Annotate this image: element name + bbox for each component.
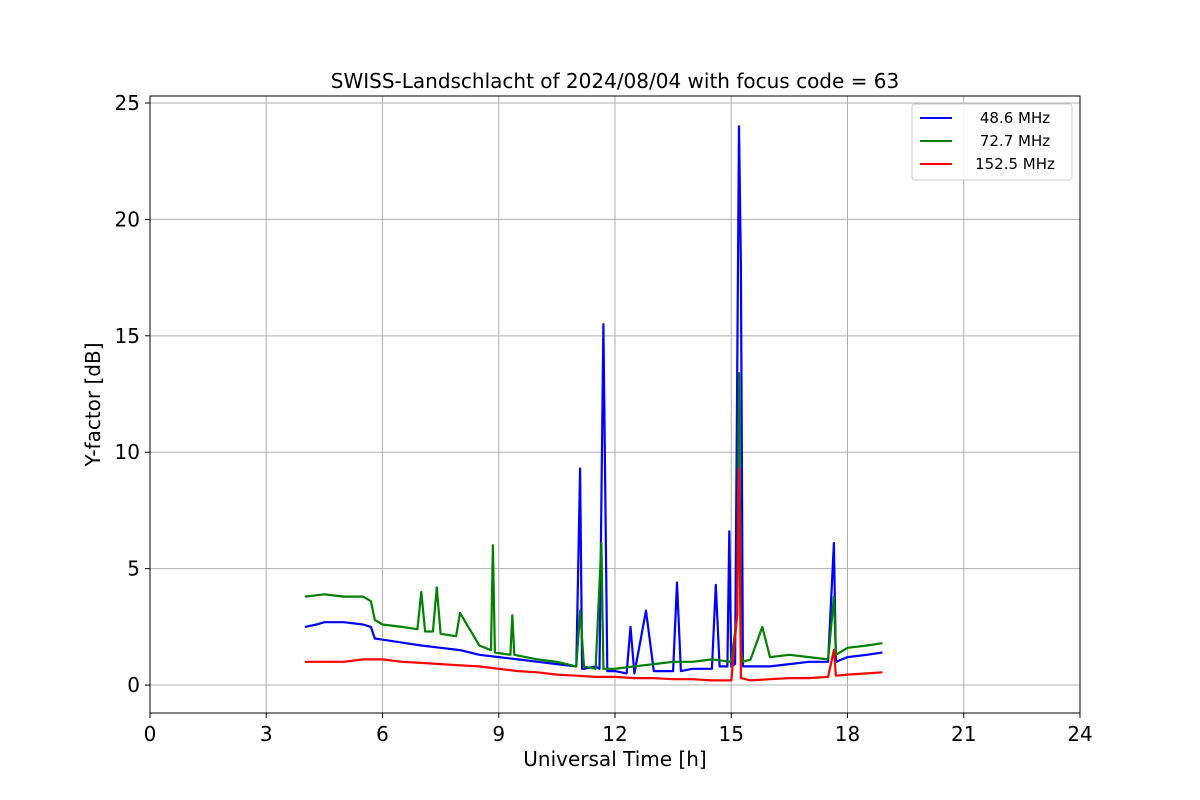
grid xyxy=(150,96,1080,713)
x-tick-label: 24 xyxy=(1067,722,1092,746)
x-tick-label: 15 xyxy=(719,722,744,746)
x-tick-label: 3 xyxy=(260,722,273,746)
x-tick-label: 18 xyxy=(835,722,860,746)
y-axis-title: Y-factor [dB] xyxy=(81,342,105,467)
x-tick-label: 21 xyxy=(951,722,976,746)
y-tick-label: 5 xyxy=(127,557,140,581)
y-tick-label: 10 xyxy=(115,440,140,464)
y-tick-label: 20 xyxy=(115,207,140,231)
series-line-1 xyxy=(304,125,883,675)
legend-label: 152.5 MHz xyxy=(975,155,1055,173)
y-tick-label: 15 xyxy=(115,324,140,348)
series-line-3 xyxy=(305,467,883,682)
series-lines xyxy=(304,125,883,682)
axis-ticks: 0 3 6 9 12 15 18 21 24 0 5 10 15 20 25 xyxy=(115,91,1093,746)
legend-box xyxy=(911,103,1073,181)
y-tick-label: 25 xyxy=(115,91,140,115)
x-tick-label: 6 xyxy=(376,722,389,746)
x-tick-label: 12 xyxy=(602,722,627,746)
x-tick-label: 0 xyxy=(144,722,157,746)
y-tick-label: 0 xyxy=(127,673,140,697)
series-line-2 xyxy=(304,372,883,670)
x-axis-title: Universal Time [h] xyxy=(523,747,706,771)
legend-label: 48.6 MHz xyxy=(980,109,1050,127)
legend: 48.6 MHz 72.7 MHz 152.5 MHz xyxy=(911,103,1073,181)
chart-title: SWISS-Landschlacht of 2024/08/04 with fo… xyxy=(331,69,899,93)
x-tick-label: 9 xyxy=(492,722,505,746)
legend-label: 72.7 MHz xyxy=(980,132,1050,150)
